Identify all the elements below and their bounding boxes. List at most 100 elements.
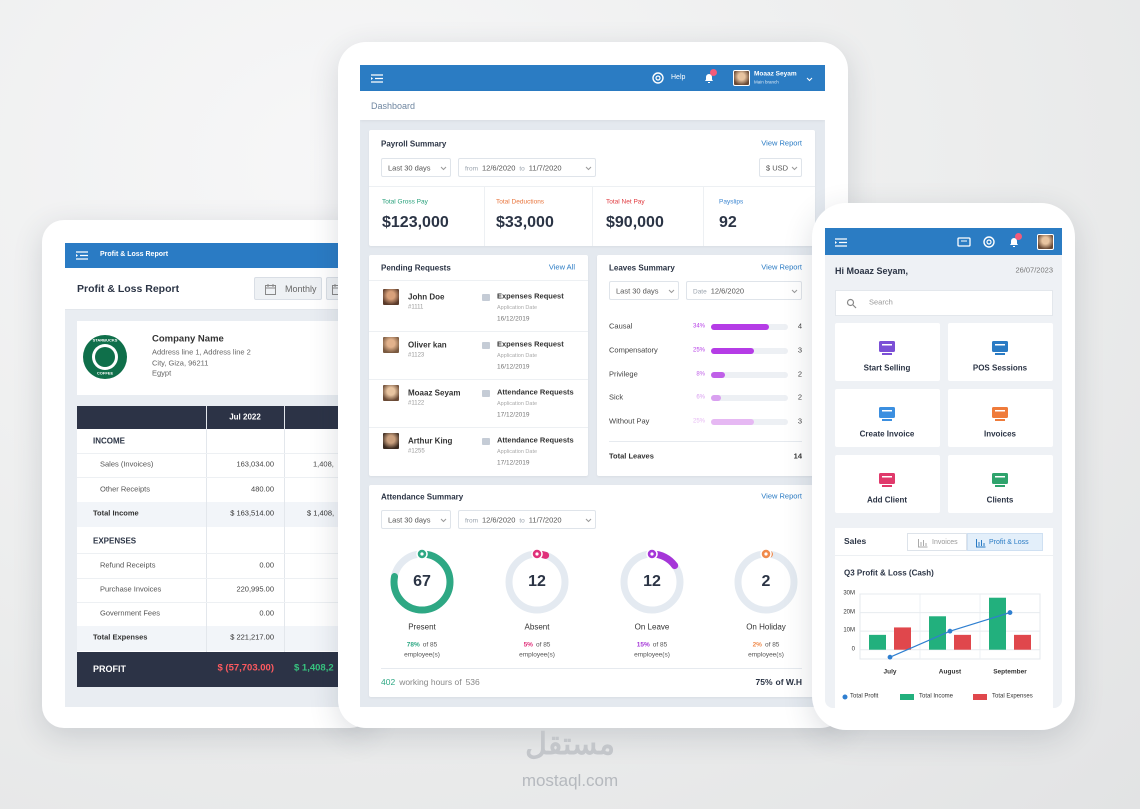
sales-tab[interactable]: Profit & Loss — [967, 533, 1043, 551]
logo-text: STARBUCKS — [92, 337, 118, 343]
attendance-percent-line: 15% of 85 — [637, 642, 667, 649]
dropdown-value: 12/6/2020 — [482, 515, 516, 524]
icon-part — [705, 74, 713, 81]
row-label: Refund Receipts — [100, 560, 156, 570]
sales-tab[interactable]: Invoices — [907, 533, 967, 551]
icon-part — [76, 253, 78, 257]
menu-tile[interactable]: Add Client — [835, 455, 940, 513]
card-title: Attendance Summary — [381, 492, 464, 502]
dropdown-value: 12/6/2020 — [710, 286, 745, 295]
dropdown-text: Last 30 days — [616, 286, 659, 295]
icon-part — [983, 236, 995, 248]
dropdown[interactable]: Date 12/6/2020 — [686, 281, 802, 300]
request-type: Attendance Requests — [497, 435, 574, 445]
dropdown[interactable]: $ USD — [759, 158, 802, 177]
dropdown-value: 11/7/2020 — [528, 515, 562, 524]
tile-label: POS Sessions — [972, 363, 1028, 373]
legend-swatch — [842, 694, 848, 700]
hours-worked: 402 — [381, 677, 396, 687]
icon-part — [992, 341, 1008, 352]
total-value: $ 1,408, — [307, 508, 335, 518]
icon-part — [1010, 238, 1018, 245]
attendance-label: Present — [408, 622, 436, 632]
icon-part — [264, 284, 276, 295]
help-link[interactable]: Help — [671, 73, 686, 81]
icon — [791, 166, 797, 170]
card-link[interactable]: View Report — [761, 138, 802, 148]
icon — [879, 473, 895, 487]
request-type: Attendance Requests — [497, 387, 574, 397]
requester-name: Oliver kan — [408, 340, 447, 350]
card-link[interactable]: View Report — [761, 262, 802, 272]
dropdown[interactable]: Last 30 days — [381, 510, 451, 529]
request-date-label: Application Date — [497, 304, 538, 311]
menu-tile[interactable]: Start Selling — [835, 323, 940, 381]
bar — [869, 634, 886, 650]
row-value: 0.00 — [259, 608, 274, 618]
dropdown-value: 11/7/2020 — [528, 163, 562, 172]
leave-bar — [711, 419, 754, 425]
menu-tile[interactable]: POS Sessions — [948, 323, 1053, 381]
row-value: 0.00 — [259, 560, 274, 570]
icon — [846, 298, 856, 308]
row-label: Other Receipts — [100, 484, 151, 494]
sales-chart — [842, 593, 1041, 700]
menu-tile[interactable]: Create Invoice — [835, 389, 940, 447]
attendance-count: 67 — [413, 572, 431, 590]
menu-tile[interactable]: Clients — [948, 455, 1053, 513]
divider — [369, 427, 588, 428]
icon-part — [882, 353, 892, 355]
avatar — [733, 70, 750, 86]
breadcrumb: Dashboard — [371, 100, 416, 111]
icon-part — [995, 476, 1005, 478]
icon-part — [992, 473, 1008, 484]
icon-part — [957, 237, 971, 247]
attendance-unit: employee(s) — [634, 651, 670, 659]
attendance-percent-line: 78% of 85 — [407, 642, 437, 649]
tile-label: Add Client — [867, 495, 907, 505]
section-heading: INCOME — [93, 436, 125, 446]
profit-value: $ 1,408,2 — [294, 662, 334, 674]
card-link[interactable]: View Report — [761, 491, 802, 501]
ring-knob-dot — [650, 552, 654, 556]
breadcrumb-bar — [360, 91, 825, 120]
divider — [592, 186, 593, 246]
icon-part — [371, 76, 373, 80]
icon-part — [882, 485, 892, 487]
tile-label: Create Invoice — [859, 429, 915, 439]
request-date: 16/12/2019 — [497, 363, 530, 371]
icon — [992, 407, 1008, 421]
ring-knob-dot — [764, 552, 768, 556]
attendance-label: On Leave — [634, 622, 670, 632]
icon — [1010, 238, 1018, 247]
divider — [369, 379, 588, 380]
dropdown[interactable]: from 12/6/2020 to 11/7/2020 — [458, 510, 596, 529]
legend-label: Total Profit — [850, 693, 879, 700]
row-label: Sales (Invoices) — [100, 459, 154, 469]
tile-label: Invoices — [983, 429, 1017, 439]
leave-type: Privilege — [609, 369, 638, 379]
dropdown[interactable]: Last 30 days — [609, 281, 679, 300]
notification-badge — [1015, 233, 1022, 240]
icon — [835, 237, 847, 247]
icon-part — [482, 390, 490, 397]
total-band — [77, 626, 355, 651]
request-type: Expenses Request — [497, 339, 564, 349]
icon-part — [879, 341, 895, 352]
attendance-unit: employee(s) — [748, 651, 784, 659]
wh-label: of W.H — [775, 677, 802, 687]
divider — [369, 331, 588, 332]
row-value: 220,995.00 — [236, 584, 274, 594]
dropdown[interactable]: from 12/6/2020 to 11/7/2020 — [458, 158, 596, 177]
requester-id: #1111 — [408, 304, 424, 311]
profit-point — [947, 628, 953, 634]
dropdown[interactable]: Last 30 days — [381, 158, 451, 177]
menu-tile[interactable]: Invoices — [948, 389, 1053, 447]
today-date: 26/07/2023 — [1015, 265, 1053, 275]
search-box[interactable]: Search — [835, 290, 1053, 316]
card-link[interactable]: View All — [548, 262, 575, 272]
icon-part — [986, 239, 992, 245]
leave-count: 3 — [797, 345, 802, 355]
period-button[interactable]: Monthly — [254, 277, 322, 300]
